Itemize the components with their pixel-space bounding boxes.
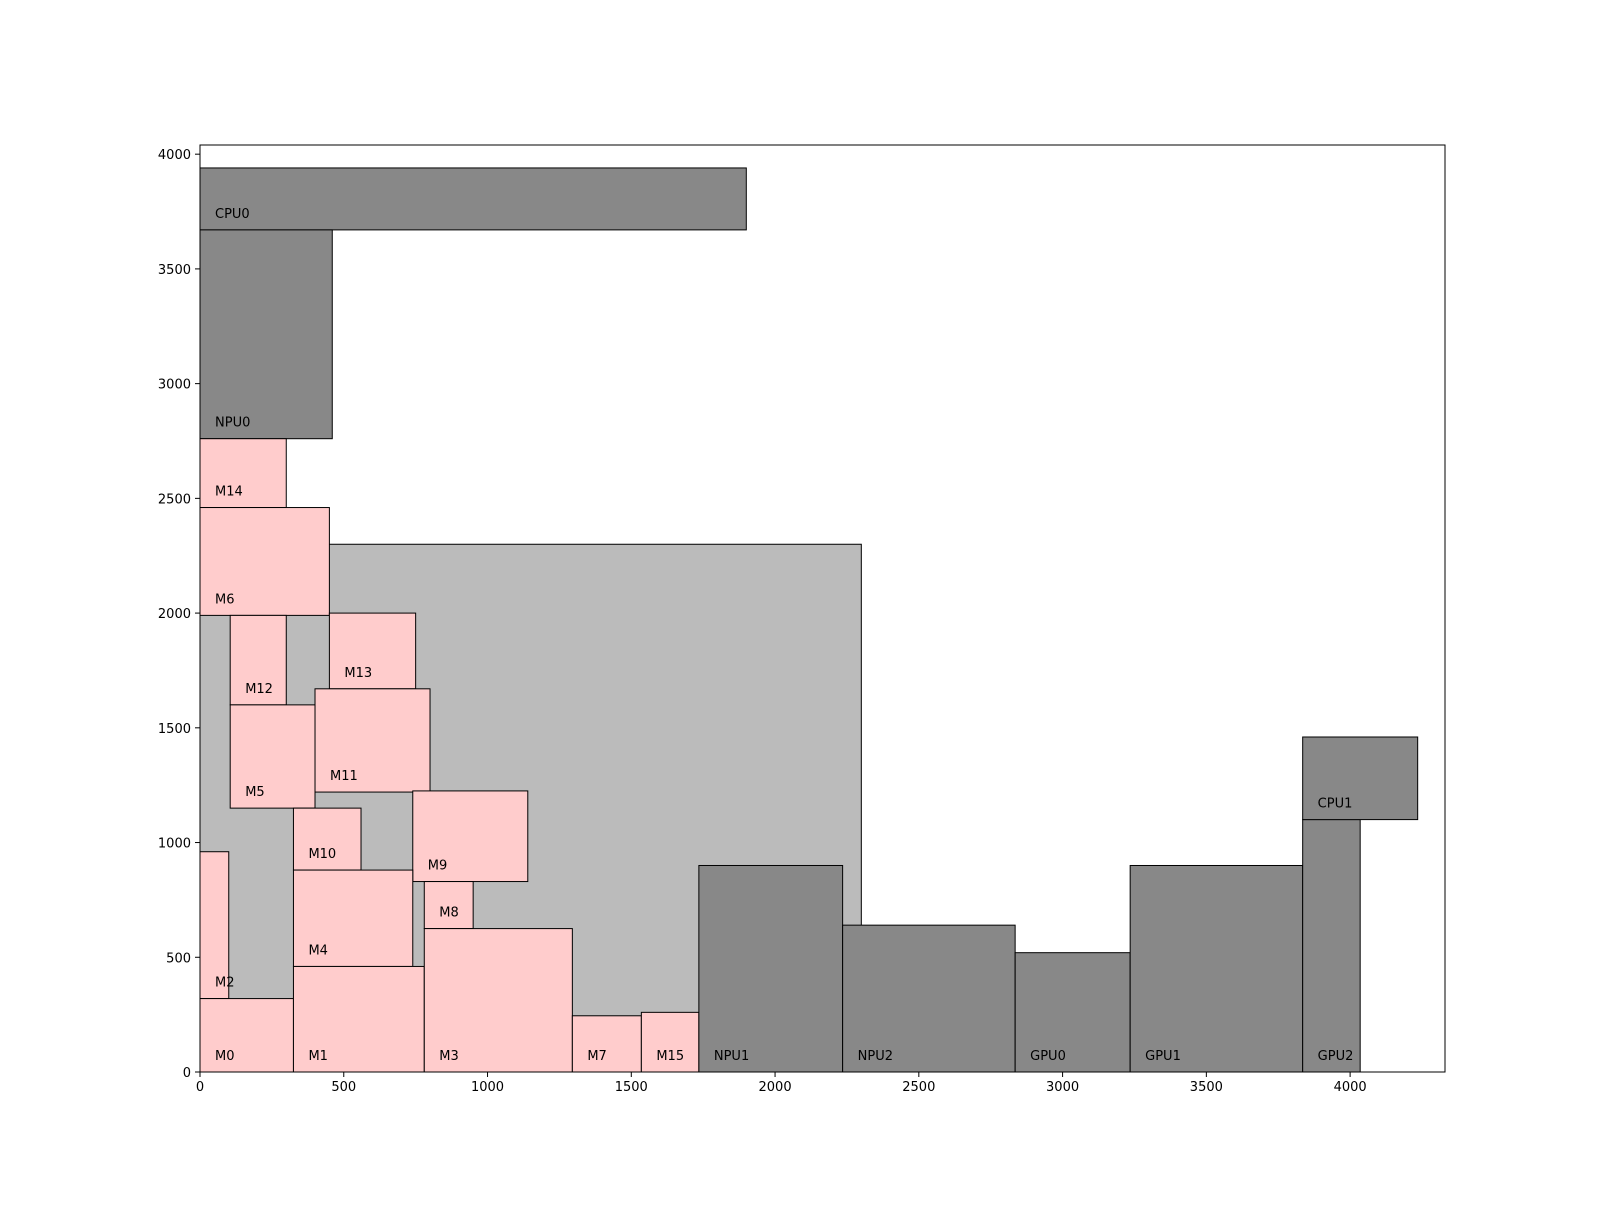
y-tick-label: 3500 [158,263,191,278]
block-gpu2 [1302,819,1361,1073]
block-m14 [199,438,287,509]
axes-frame [199,144,1446,1073]
block-label-npu2: NPU2 [858,1049,893,1064]
y-tick-label: 3000 [158,378,191,393]
block-m2 [199,851,230,1000]
block-label-m0: M0 [215,1049,235,1064]
y-tick-label: 500 [166,951,191,966]
x-tick-label: 4000 [1334,1080,1367,1095]
block-label-npu0: NPU0 [215,416,250,431]
x-tick-label: 3500 [1190,1080,1223,1095]
block-label-m12: M12 [245,682,273,697]
block-m7 [571,1015,642,1073]
x-tick-label: 500 [331,1080,356,1095]
block-label-m4: M4 [308,943,328,958]
block-gpu0 [1014,952,1131,1073]
x-tick-label: 1000 [471,1080,504,1095]
block-cpu0 [199,167,747,231]
block-label-m3: M3 [439,1049,459,1064]
block-m0 [199,998,294,1073]
block-m13 [328,612,417,690]
block-label-m11: M11 [330,769,358,784]
block-label-m5: M5 [245,785,265,800]
block-label-cpu0: CPU0 [215,207,250,222]
block-m15 [640,1011,700,1073]
y-tick-label: 4000 [158,148,191,163]
blocks-layer [199,167,1419,1073]
x-tick-label: 3000 [1046,1080,1079,1095]
x-tick-label: 2000 [759,1080,792,1095]
block-label-cpu1: CPU1 [1318,797,1353,812]
block-npu2 [842,924,1016,1073]
y-tick-label: 0 [183,1066,191,1081]
block-m4 [292,869,414,967]
block-label-m6: M6 [215,592,235,607]
block-npu0 [199,229,333,440]
y-tick-label: 2500 [158,492,191,507]
y-tick-label: 2000 [158,607,191,622]
block-label-m1: M1 [308,1049,328,1064]
block-m3 [423,928,573,1073]
x-tick-label: 1500 [615,1080,648,1095]
block-label-m7: M7 [587,1049,607,1064]
block-label-gpu0: GPU0 [1030,1049,1066,1064]
block-label-m9: M9 [428,859,448,874]
y-tick-label: 1500 [158,722,191,737]
y-axis: 0 500 1000 1500 2000 2500 3000 3500 4000 [158,148,200,1081]
y-tick-label: 1000 [158,837,191,852]
block-m10 [292,807,362,871]
block-label-m15: M15 [656,1049,684,1064]
block-gpu1 [1129,864,1304,1073]
block-label-npu1: NPU1 [714,1049,749,1064]
x-tick-label: 0 [196,1080,204,1095]
block-m1 [292,965,425,1073]
block-label-m2: M2 [215,976,235,991]
block-labels-layer: CPU0 NPU0 M14 M6 M12 M13 M11 M5 M10 M9 M8 M4 M2 M0 M1 M… [215,207,1353,1064]
block-label-m10: M10 [308,847,336,862]
block-npu1 [698,864,844,1073]
block-label-m13: M13 [344,666,372,681]
block-label-m14: M14 [215,485,243,500]
block-m5 [229,704,316,809]
block-cpu1 [1302,736,1419,821]
block-label-m8: M8 [439,906,459,921]
x-axis: 0 500 1000 1500 2000 2500 3000 3500 4000 [196,1072,1367,1095]
block-label-gpu2: GPU2 [1318,1049,1354,1064]
x-tick-label: 2500 [902,1080,935,1095]
block-m8 [423,881,474,930]
block-label-gpu1: GPU1 [1145,1049,1181,1064]
